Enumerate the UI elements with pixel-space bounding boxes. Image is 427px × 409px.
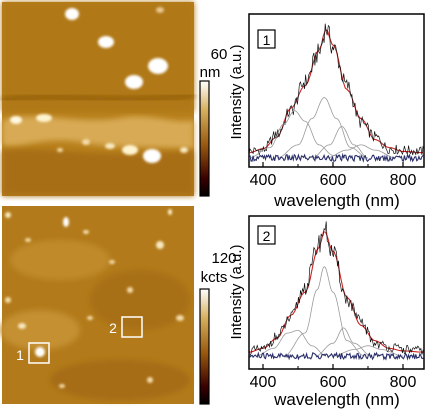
panel-label-1: 1 [263,32,271,48]
marker-label-2: 2 [109,320,117,336]
marker-label-1: 1 [16,347,24,363]
spectrum-plot-1: 1 Intensity (a.u.) wavelength (nm) 400 60… [228,13,425,210]
plot-1-xtick-label-400: 400 [250,172,277,189]
plot-1-curves [248,23,425,163]
ylabel-2: Intensity (a.u.) [228,244,245,339]
colorbar-top-unit: nm [200,64,221,81]
plot-2-series-2 [248,221,425,357]
pl-bright-spots [5,209,184,388]
plot-1-series-6 [326,144,396,159]
plot-frame-1 [248,13,425,168]
colorbar-top-max: 60 [211,46,228,63]
plot-2-series-7 [248,351,425,361]
plot-1-series-7 [248,152,425,163]
plot-1-series-3 [248,110,347,159]
colorbar-bottom: 120 kcts [199,250,237,405]
colorbar-bottom-unit: kcts [201,269,228,286]
plot-2-series-3 [256,330,327,357]
afm-image-topography [1,2,195,196]
plot-1-ticks: 400 600 800 [250,162,417,189]
plot-2-ticks: 400 600 800 [250,364,417,391]
colorbar-top: 60 nm [199,46,228,197]
ylabel-1: Intensity (a.u.) [228,44,245,139]
xlabel-2: wavelength (nm) [273,390,400,409]
plot-2-xtick-label-400: 400 [250,374,277,391]
plot-2-series-5 [315,327,372,357]
plot-1-xtick-label-600: 600 [320,172,347,189]
plot-2-series-4 [283,266,365,357]
marker-box-1 [28,342,50,364]
panel-label-box-2 [257,225,276,245]
panel-label-2: 2 [263,228,271,244]
plot-2-xtick-label-600: 600 [320,374,347,391]
plot-2-xtick-label-800: 800 [390,374,417,391]
plot-2-series-6 [333,345,403,357]
colorbar-bottom-max: 120 [211,250,236,267]
plot-1-xtick-label-800: 800 [390,172,417,189]
plot-1-series-5 [311,126,369,159]
marker-box-2 [121,316,143,338]
plot-frame-2 [248,215,425,370]
plot-2-curves [248,221,425,361]
spectrum-plot-2: 2 Intensity (a.u.) wavelength (nm) 400 60… [228,215,425,409]
pl-image-map: 1 2 [0,206,194,404]
xlabel-1: wavelength (nm) [273,191,400,210]
panel-label-box-1 [257,29,276,49]
